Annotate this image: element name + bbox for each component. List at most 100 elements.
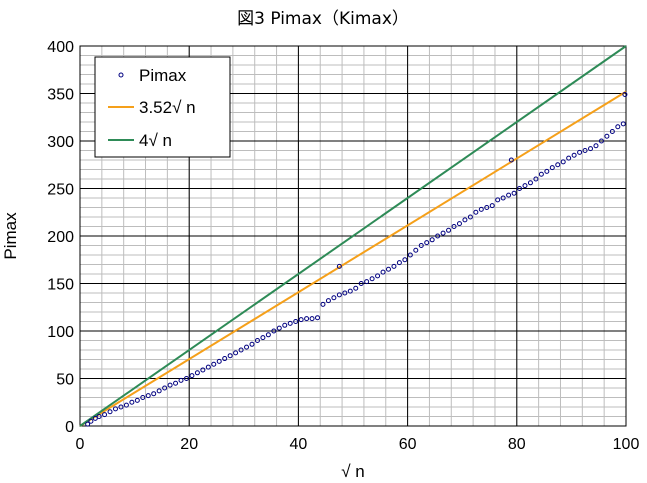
scatter-point bbox=[304, 316, 310, 322]
scatter-point bbox=[162, 385, 168, 391]
scatter-point bbox=[506, 192, 512, 198]
scatter-point bbox=[92, 415, 98, 421]
chart-title: 図3 Pimax（Kimax） bbox=[237, 9, 409, 29]
y-tick-label: 150 bbox=[47, 277, 74, 294]
scatter-point bbox=[189, 373, 195, 379]
scatter-point bbox=[112, 406, 118, 412]
y-tick-label: 350 bbox=[47, 87, 74, 104]
scatter-point bbox=[560, 159, 566, 165]
scatter-point bbox=[205, 364, 211, 370]
scatter-point bbox=[293, 319, 299, 324]
scatter-point bbox=[533, 176, 539, 182]
scatter-point bbox=[391, 263, 397, 269]
scatter-point bbox=[271, 328, 277, 334]
scatter-point bbox=[369, 276, 375, 282]
legend-label-4: 4√ n bbox=[139, 131, 172, 150]
x-axis-title: √ n bbox=[341, 462, 365, 481]
legend-label-352: 3.52√ n bbox=[139, 98, 196, 117]
scatter-point bbox=[413, 247, 419, 253]
scatter-point bbox=[364, 279, 370, 285]
scatter-point bbox=[511, 190, 517, 196]
scatter-point bbox=[227, 353, 233, 359]
scatter-point bbox=[260, 335, 266, 341]
scatter-point bbox=[609, 129, 615, 134]
scatter-point bbox=[222, 356, 228, 362]
scatter-point bbox=[238, 347, 244, 353]
scatter-point bbox=[418, 243, 424, 248]
scatter-point bbox=[495, 197, 501, 203]
scatter-point bbox=[604, 133, 610, 139]
y-tick-label: 50 bbox=[56, 372, 74, 389]
scatter-point bbox=[233, 350, 239, 356]
y-tick-label: 0 bbox=[65, 419, 74, 436]
scatter-point bbox=[396, 260, 402, 266]
scatter-point bbox=[200, 367, 206, 373]
scatter-point bbox=[276, 325, 282, 331]
scatter-point bbox=[588, 146, 594, 152]
y-axis-title: Pimax bbox=[1, 212, 20, 260]
scatter-point bbox=[315, 315, 321, 321]
scatter-point bbox=[265, 332, 271, 338]
scatter-point bbox=[320, 301, 326, 307]
scatter-point bbox=[555, 162, 561, 168]
scatter-points bbox=[85, 91, 628, 427]
legend: Pimax 3.52√ n 4√ n bbox=[94, 56, 231, 158]
scatter-point bbox=[478, 206, 484, 212]
x-tick-label: 100 bbox=[613, 436, 640, 453]
scatter-point bbox=[151, 391, 157, 397]
scatter-point bbox=[145, 393, 151, 399]
scatter-point bbox=[484, 205, 490, 210]
y-tick-label: 300 bbox=[47, 134, 74, 151]
scatter-point bbox=[96, 414, 102, 419]
scatter-point bbox=[194, 370, 200, 376]
legend-marker-pimax bbox=[118, 72, 124, 78]
scatter-point bbox=[375, 273, 381, 279]
x-axis-ticks: 0 20 40 60 80 100 bbox=[76, 436, 640, 453]
scatter-point bbox=[309, 316, 315, 322]
scatter-point bbox=[244, 344, 250, 350]
scatter-point bbox=[336, 292, 342, 298]
scatter-point bbox=[249, 341, 255, 347]
scatter-point bbox=[385, 266, 391, 272]
scatter-point bbox=[336, 263, 342, 269]
scatter-point bbox=[173, 380, 179, 386]
scatter-point bbox=[467, 214, 473, 220]
scatter-point bbox=[140, 395, 146, 400]
scatter-point bbox=[577, 149, 583, 155]
scatter-point bbox=[544, 168, 550, 174]
scatter-point bbox=[522, 183, 528, 189]
scatter-point bbox=[353, 285, 359, 291]
scatter-point bbox=[254, 338, 260, 343]
y-tick-label: 250 bbox=[47, 182, 74, 199]
scatter-point bbox=[451, 224, 457, 229]
scatter-point bbox=[407, 252, 413, 258]
scatter-point bbox=[298, 317, 304, 323]
legend-label-pimax: Pimax bbox=[139, 66, 187, 85]
major-gridlines bbox=[80, 46, 626, 426]
x-tick-label: 20 bbox=[180, 436, 198, 453]
scatter-point bbox=[358, 281, 364, 286]
x-tick-label: 80 bbox=[508, 436, 526, 453]
scatter-point bbox=[429, 237, 435, 243]
scatter-point bbox=[325, 298, 331, 304]
scatter-point bbox=[85, 421, 91, 427]
scatter-point bbox=[440, 230, 446, 236]
scatter-point bbox=[549, 165, 555, 171]
scatter-point bbox=[462, 217, 468, 223]
scatter-point bbox=[622, 91, 628, 97]
scatter-point bbox=[118, 404, 124, 410]
series-line-1 bbox=[79, 90, 627, 427]
x-tick-label: 60 bbox=[399, 436, 417, 453]
scatter-point bbox=[342, 290, 348, 296]
scatter-point bbox=[347, 288, 353, 294]
series-line-2 bbox=[79, 45, 627, 427]
scatter-point bbox=[593, 143, 599, 149]
scatter-point bbox=[88, 418, 94, 424]
scatter-point bbox=[582, 148, 588, 153]
scatter-point bbox=[129, 399, 135, 405]
x-tick-label: 40 bbox=[290, 436, 308, 453]
scatter-point bbox=[156, 388, 162, 394]
scatter-point bbox=[287, 320, 293, 326]
scatter-point bbox=[102, 412, 108, 418]
